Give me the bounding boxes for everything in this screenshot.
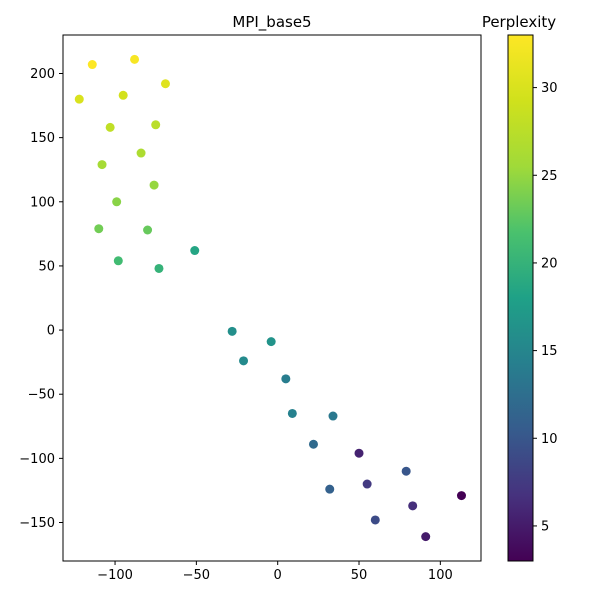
y-tick-label: 150 [30,131,55,146]
scatter-point [113,256,123,266]
scatter-point [362,479,372,489]
x-tick-label: −50 [183,568,210,583]
x-tick-label: −100 [97,568,133,583]
scatter-point [160,79,170,89]
x-axis: −100 −50 0 50 100 [97,561,453,583]
scatter-point [105,122,115,132]
colorbar-tick-label: 20 [541,256,558,271]
colorbar-tick-label: 10 [541,432,558,447]
scatter-point [227,326,237,336]
scatter-point [370,515,380,525]
scatter-point [112,197,122,207]
scatter-point [74,94,84,104]
scatter-point [130,54,140,64]
y-tick-label: 100 [30,195,55,210]
scatter-point [87,60,97,70]
scatter-point [97,160,107,170]
y-tick-label: −50 [28,388,55,403]
colorbar [508,35,533,561]
scatter-point [354,448,364,458]
chart-title: MPI_base5 [232,13,311,32]
scatter-point [456,491,466,501]
scatter-point [154,263,164,273]
scatter-point [328,411,338,421]
x-tick-label: 50 [351,568,368,583]
scatter-point [401,466,411,476]
y-tick-label: 0 [47,324,55,339]
y-tick-label: −100 [19,452,55,467]
y-tick-label: 200 [30,67,55,82]
y-tick-label: 50 [38,259,55,274]
scatter-point [281,374,291,384]
scatter-point [287,408,297,418]
colorbar-tick-label: 30 [541,81,558,96]
scatter-point [408,501,418,511]
scatter-point [308,439,318,449]
colorbar-label: Perplexity [482,13,556,31]
scatter-point [421,532,431,542]
plot-frame [62,34,482,562]
points-layer [74,54,466,542]
x-tick-label: 0 [274,568,282,583]
scatter-point [149,180,159,190]
scatter-point [325,484,335,494]
scatter-point [94,224,104,234]
scatter-point [239,356,249,366]
colorbar-tick-label: 5 [541,519,549,534]
scatter-point [118,90,128,100]
scatter-point [151,120,161,130]
x-tick-label: 100 [428,568,453,583]
scatter-point [266,337,276,347]
colorbar-axis: 5 10 15 20 25 30 [533,81,558,534]
colorbar-frame [507,34,534,562]
scatter-point [190,246,200,256]
y-axis: −150 −100 −50 0 50 100 150 200 [19,67,63,531]
scatter-point [136,148,146,158]
colorbar-tick-label: 25 [541,169,558,184]
scatter-point [143,225,153,235]
y-tick-label: −150 [19,516,55,531]
colorbar-tick-label: 15 [541,344,558,359]
